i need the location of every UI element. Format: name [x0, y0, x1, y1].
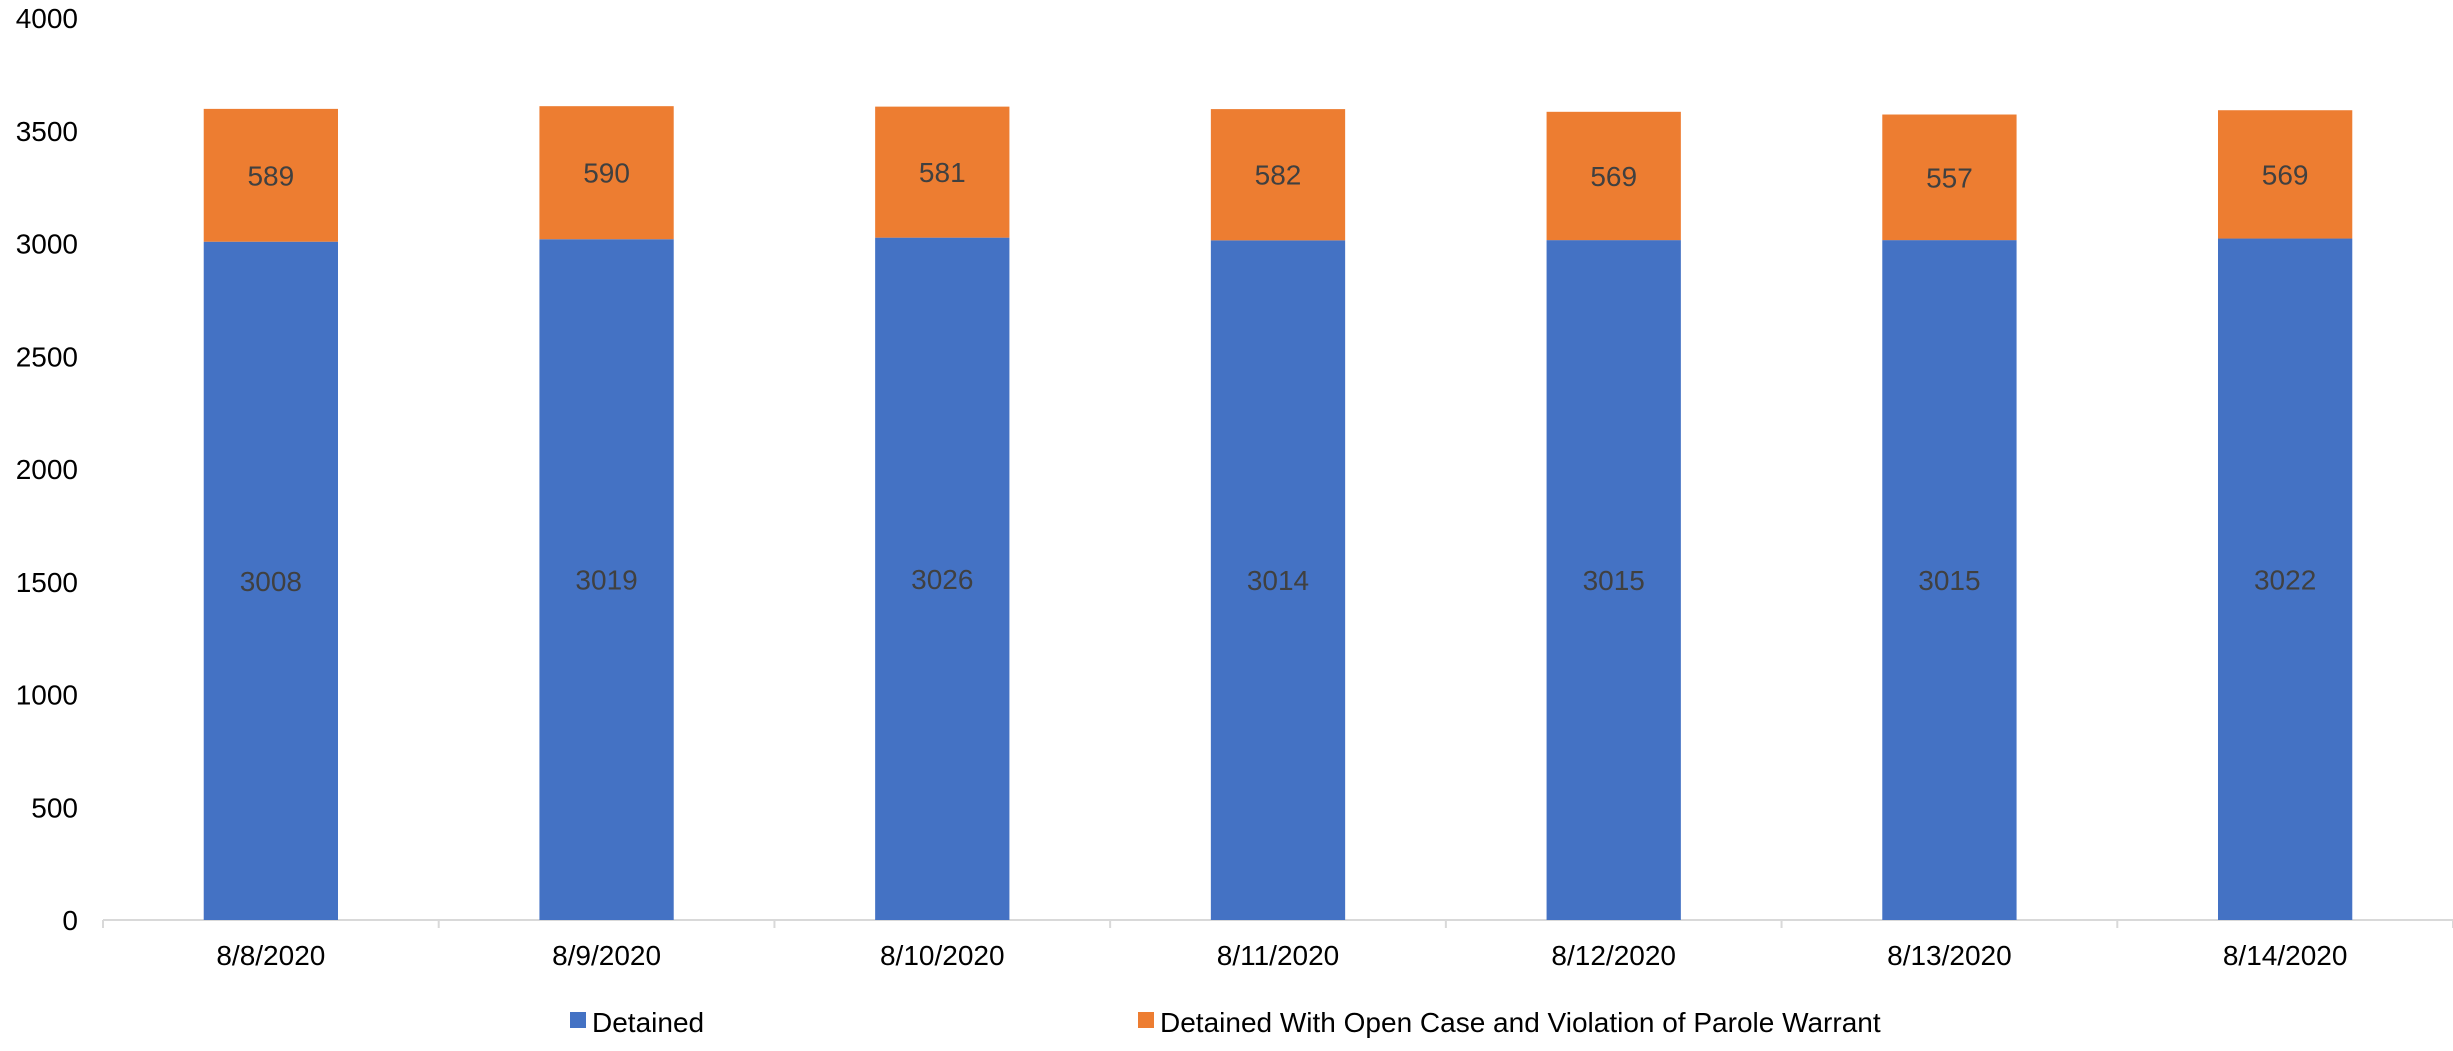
y-tick-label: 2000 [16, 454, 78, 485]
data-label: 569 [2262, 159, 2309, 190]
bar-detained-open-case [1210, 109, 1346, 241]
bar-detained [539, 239, 674, 920]
x-tick-label: 8/14/2020 [2223, 940, 2348, 971]
y-tick-label: 500 [31, 792, 78, 823]
x-tick-label: 8/10/2020 [880, 940, 1005, 971]
bar-detained [1210, 240, 1346, 920]
data-label: 581 [919, 157, 966, 188]
legend-label: Detained [592, 1007, 704, 1038]
y-tick-label: 1000 [16, 680, 78, 711]
bar-detained-open-case [539, 106, 674, 240]
legend-swatch [570, 1012, 586, 1028]
legend-label: Detained With Open Case and Violation of… [1160, 1007, 1881, 1038]
bar-detained [203, 241, 338, 921]
data-label: 569 [1590, 161, 1637, 192]
bar-detained-open-case [1546, 111, 1681, 241]
data-label: 3019 [575, 565, 637, 596]
data-label: 3022 [2254, 564, 2316, 595]
data-label: 582 [1255, 160, 1302, 191]
data-label: 589 [247, 160, 294, 191]
x-tick-label: 8/12/2020 [1551, 940, 1676, 971]
data-label: 3008 [240, 566, 302, 597]
x-tick-label: 8/8/2020 [216, 940, 325, 971]
bar-detained-open-case [203, 108, 338, 242]
data-label: 3015 [1583, 565, 1645, 596]
bar-detained [1546, 240, 1681, 920]
bar-detained [875, 237, 1010, 921]
y-tick-label: 3500 [16, 116, 78, 147]
data-label: 557 [1926, 162, 1973, 193]
legend-swatch [1138, 1012, 1154, 1028]
bar-detained [1882, 240, 2017, 920]
bar-detained-open-case [875, 106, 1010, 238]
bar-detained-open-case [1882, 114, 2017, 241]
x-tick-label: 8/9/2020 [552, 940, 661, 971]
data-label: 3014 [1247, 565, 1309, 596]
x-tick-label: 8/11/2020 [1217, 940, 1340, 971]
y-tick-label: 1500 [16, 567, 78, 598]
y-tick-label: 0 [62, 905, 78, 936]
x-tick-label: 8/13/2020 [1887, 940, 2012, 971]
y-tick-label: 4000 [16, 3, 78, 34]
data-label: 590 [583, 158, 630, 189]
y-tick-label: 2500 [16, 341, 78, 372]
data-label: 3026 [911, 564, 973, 595]
bar-detained [2218, 238, 2353, 920]
data-label: 3015 [1918, 565, 1980, 596]
y-tick-label: 3000 [16, 229, 78, 260]
bar-detained-open-case [2218, 110, 2353, 239]
